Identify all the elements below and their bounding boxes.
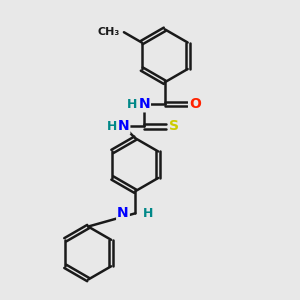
Text: H: H: [106, 120, 117, 133]
Text: N: N: [117, 206, 129, 220]
Text: N: N: [118, 119, 129, 134]
Text: S: S: [169, 119, 179, 134]
Text: N: N: [138, 98, 150, 111]
Text: CH₃: CH₃: [97, 27, 119, 37]
Text: O: O: [189, 98, 201, 111]
Text: H: H: [142, 207, 153, 220]
Text: H: H: [127, 98, 138, 111]
